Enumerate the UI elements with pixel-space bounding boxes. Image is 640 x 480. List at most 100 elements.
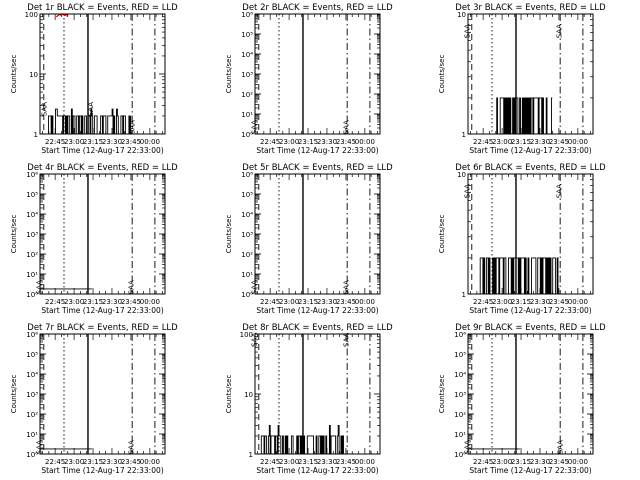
x-tick-label: 23:30 <box>102 298 122 306</box>
x-tick-label: 23:00 <box>64 298 84 306</box>
series-lld-line <box>55 13 68 17</box>
y-tick-label: 10 <box>457 171 466 179</box>
saa-annotation: SAA <box>463 184 471 199</box>
y-tick-label: 10⁰ <box>241 291 253 299</box>
panel-title: Det 2r BLACK = Events, RED = LLD <box>242 3 393 13</box>
saa-annotation: SAA <box>127 440 135 455</box>
x-tick-label: 00:00 <box>355 458 375 466</box>
saa-annotation: SAA <box>463 440 471 455</box>
x-tick-label: 00:00 <box>140 298 160 306</box>
panel-det-8: Det 8r BLACK = Events, RED = LLD Counts/s… <box>225 323 393 475</box>
panel-title: Det 9r BLACK = Events, RED = LLD <box>455 323 606 333</box>
x-tick-label: 23:15 <box>83 458 103 466</box>
plot-frame <box>467 13 594 135</box>
plot-frame <box>39 173 166 295</box>
x-tick-label: 23:15 <box>511 298 531 306</box>
panel-title: Det 7r BLACK = Events, RED = LLD <box>27 323 178 333</box>
x-tick-label: 23:15 <box>511 458 531 466</box>
x-tick-label: 23:45 <box>121 298 141 306</box>
x-tick-label: 23:30 <box>317 298 337 306</box>
y-tick-label: 10³ <box>454 391 466 399</box>
saa-annotation: SAA <box>555 24 563 39</box>
y-tick-label: 10⁰ <box>26 291 38 299</box>
y-axis-label: Counts/sec <box>225 55 233 94</box>
y-tick-label: 10 <box>244 391 253 399</box>
y-tick-label: 10⁰ <box>454 451 466 459</box>
y-tick-label: 10⁴ <box>454 371 466 379</box>
saa-annotation: SAA <box>342 332 350 347</box>
panel-det-3: Det 3r BLACK = Events, RED = LLD Counts/s… <box>438 3 606 155</box>
x-tick-label: 22:45 <box>260 298 280 306</box>
saa-annotation: SAA <box>40 102 48 117</box>
y-tick-label: 10⁶ <box>241 11 253 19</box>
y-tick-label: 10² <box>26 251 38 259</box>
saa-annotation: SAA <box>35 280 43 295</box>
panel-title: Det 3r BLACK = Events, RED = LLD <box>455 3 606 13</box>
saa-annotation: SAA <box>250 332 258 347</box>
y-tick-label: 10⁴ <box>26 371 38 379</box>
x-axis-label: Start Time (12-Aug-17 22:33:00) <box>41 146 163 155</box>
y-tick-label: 10³ <box>26 231 38 239</box>
y-tick-label: 1 <box>34 131 38 139</box>
y-axis-label: Counts/sec <box>438 375 446 414</box>
y-tick-label: 10⁶ <box>454 331 466 339</box>
x-tick-label: 22:45 <box>260 138 280 146</box>
x-tick-label: 23:00 <box>492 298 512 306</box>
y-tick-label: 10³ <box>26 391 38 399</box>
y-tick-label: 10¹ <box>454 431 466 439</box>
x-axis-label: Start Time (12-Aug-17 22:33:00) <box>469 306 591 315</box>
plot-frame <box>467 333 594 455</box>
panel-det-2: Det 2r BLACK = Events, RED = LLD Counts/s… <box>225 3 393 155</box>
y-tick-label: 10² <box>26 411 38 419</box>
x-tick-label: 00:00 <box>568 458 588 466</box>
y-tick-label: 10² <box>454 411 466 419</box>
x-tick-label: 22:45 <box>473 138 493 146</box>
y-tick-label: 10⁶ <box>241 171 253 179</box>
x-tick-label: 23:30 <box>102 138 122 146</box>
y-tick-label: 10 <box>457 11 466 19</box>
saa-annotation: SAA <box>250 280 258 295</box>
x-tick-label: 23:45 <box>336 458 356 466</box>
x-tick-label: 00:00 <box>568 298 588 306</box>
x-tick-label: 23:30 <box>102 458 122 466</box>
x-axis-label: Start Time (12-Aug-17 22:33:00) <box>469 466 591 475</box>
x-tick-label: 23:15 <box>298 138 318 146</box>
plot-frame <box>254 13 381 135</box>
saa-annotation: SAA <box>127 280 135 295</box>
panel-det-4: Det 4r BLACK = Events, RED = LLD Counts/s… <box>10 163 178 315</box>
y-tick-label: 10³ <box>241 231 253 239</box>
y-tick-label: 10⁵ <box>454 351 466 359</box>
panel-title: Det 8r BLACK = Events, RED = LLD <box>242 323 393 333</box>
plot-frame <box>254 173 381 295</box>
x-tick-label: 23:45 <box>121 458 141 466</box>
y-tick-label: 10⁰ <box>241 131 253 139</box>
plot-frame <box>467 173 594 295</box>
panel-det-6: Det 6r BLACK = Events, RED = LLD Counts/s… <box>438 163 606 315</box>
saa-annotation: SAA <box>342 280 350 295</box>
x-tick-label: 23:00 <box>279 458 299 466</box>
x-tick-label: 23:30 <box>530 458 550 466</box>
x-tick-label: 00:00 <box>140 458 160 466</box>
y-tick-label: 100 <box>25 11 38 19</box>
y-tick-label: 10⁵ <box>241 31 253 39</box>
x-tick-label: 00:00 <box>568 138 588 146</box>
y-tick-label: 10¹ <box>26 271 38 279</box>
y-tick-label: 10⁴ <box>241 51 253 59</box>
saa-annotation: SAA <box>87 102 95 117</box>
y-axis-label: Counts/sec <box>10 55 18 94</box>
x-tick-label: 23:00 <box>64 138 84 146</box>
saa-annotation: SAA <box>342 120 350 135</box>
x-tick-label: 23:45 <box>336 138 356 146</box>
x-tick-label: 23:30 <box>530 298 550 306</box>
x-tick-label: 23:15 <box>298 298 318 306</box>
y-tick-label: 10⁰ <box>26 451 38 459</box>
y-tick-label: 10¹ <box>241 111 253 119</box>
y-tick-label: 10⁴ <box>241 211 253 219</box>
x-axis-label: Start Time (12-Aug-17 22:33:00) <box>256 306 378 315</box>
x-tick-label: 23:30 <box>317 138 337 146</box>
x-tick-label: 22:45 <box>260 458 280 466</box>
x-axis-label: Start Time (12-Aug-17 22:33:00) <box>41 306 163 315</box>
panel-det-9: Det 9r BLACK = Events, RED = LLD Counts/s… <box>438 323 606 475</box>
y-tick-label: 10⁴ <box>26 211 38 219</box>
